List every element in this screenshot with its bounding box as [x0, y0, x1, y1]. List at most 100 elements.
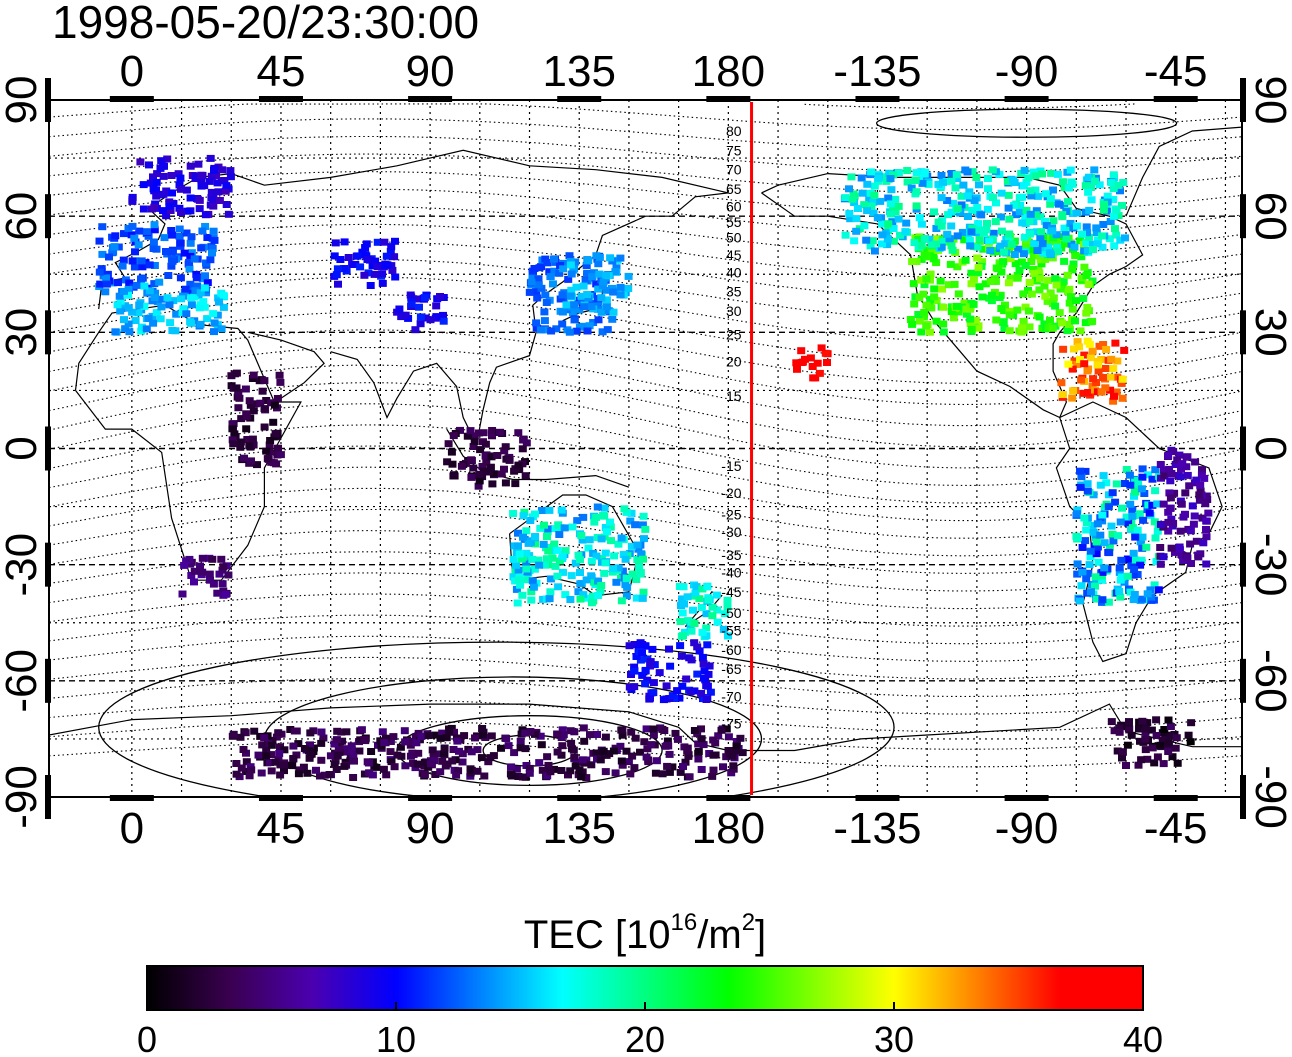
tec-point [436, 734, 445, 742]
tec-point [929, 249, 938, 257]
tec-point [948, 246, 957, 254]
tec-point [635, 563, 644, 571]
tec-point [983, 175, 992, 182]
tec-point [614, 540, 623, 548]
tec-point [522, 527, 531, 535]
tec-point [863, 207, 872, 215]
tec-point [140, 282, 149, 290]
tec-point [438, 729, 447, 737]
mlat-contour [804, 103, 1137, 110]
tec-point [527, 278, 536, 286]
tec-point [720, 610, 729, 618]
tec-point [974, 226, 983, 234]
tec-point [1055, 309, 1064, 317]
tec-point [234, 404, 243, 412]
tec-point [1083, 367, 1092, 375]
tec-point [646, 658, 655, 666]
tec-point [1137, 556, 1146, 564]
tec-point [566, 767, 575, 775]
tec-point [248, 435, 257, 443]
tec-point [537, 507, 546, 514]
tec-point [1123, 572, 1132, 580]
tec-point [986, 247, 995, 254]
tec-point [902, 219, 911, 227]
tec-point [627, 542, 636, 550]
tec-point [1081, 537, 1090, 545]
tec-point [1202, 533, 1211, 541]
tec-point [939, 178, 947, 186]
tec-point [1080, 514, 1089, 522]
tec-point [946, 260, 955, 268]
x-tick-label-bottom: 135 [543, 804, 616, 853]
tec-point [521, 729, 530, 737]
tec-point [332, 271, 341, 279]
tec-point [380, 739, 389, 746]
tec-point [232, 369, 241, 377]
tec-point [1076, 327, 1085, 335]
tec-point [1020, 166, 1029, 174]
tec-point [558, 742, 567, 750]
tec-point [232, 770, 241, 778]
tec-point [570, 316, 579, 324]
tec-point [852, 227, 861, 235]
mlat-label: -75 [721, 715, 741, 731]
tec-point [924, 180, 933, 188]
tec-point [407, 300, 416, 308]
x-tick-label-top: 90 [406, 47, 455, 96]
tec-point [1097, 388, 1106, 396]
tec-point [458, 758, 467, 766]
coastline-path [446, 428, 630, 488]
tec-point [594, 285, 603, 293]
tec-point [579, 282, 588, 290]
tec-point [1085, 233, 1093, 241]
tec-point [590, 578, 598, 586]
tec-point [655, 669, 664, 677]
tec-point [271, 430, 280, 438]
tec-point [1138, 595, 1146, 603]
tec-point [709, 766, 718, 774]
tec-point [1070, 357, 1079, 365]
tec-point [124, 320, 133, 328]
tec-point [630, 667, 639, 675]
tec-point [416, 320, 425, 328]
tec-point [522, 576, 531, 584]
tec-point [198, 568, 207, 576]
tec-point [152, 192, 161, 200]
tec-point [953, 204, 962, 212]
tec-point [1015, 266, 1024, 274]
tec-point [1187, 719, 1196, 727]
tec-point [1091, 573, 1100, 581]
tec-point [566, 292, 575, 300]
tec-point [209, 310, 218, 318]
tec-point [1172, 734, 1181, 742]
tec-point [576, 580, 585, 588]
tec-point [203, 315, 212, 323]
tec-point [139, 181, 148, 189]
tec-point [1072, 532, 1081, 540]
tec-point [120, 316, 128, 324]
tec-point [489, 470, 498, 478]
tec-point [555, 531, 564, 538]
tec-point [1192, 537, 1201, 545]
tec-point [870, 191, 879, 199]
tec-point [1021, 240, 1030, 248]
mlat-label: -40 [721, 564, 741, 580]
tec-point [808, 363, 817, 370]
tec-point [543, 533, 551, 541]
tec-point [1041, 217, 1049, 225]
tec-point [547, 327, 556, 335]
tec-point [1081, 182, 1090, 190]
tec-point [622, 747, 631, 755]
mlat-label: 40 [726, 264, 742, 280]
tec-point [256, 399, 265, 407]
y-tick-label-left: 60 [0, 192, 46, 241]
tec-point [1024, 174, 1033, 182]
timestamp-title: 1998-05-20/23:30:00 [52, 0, 479, 48]
tec-point [198, 554, 207, 562]
y-tick-label-right: 90 [1246, 76, 1292, 125]
tec-point [558, 552, 567, 560]
tec-point [1093, 361, 1102, 369]
tec-point [167, 227, 176, 234]
tec-point [1141, 735, 1150, 743]
tec-point [649, 725, 658, 733]
